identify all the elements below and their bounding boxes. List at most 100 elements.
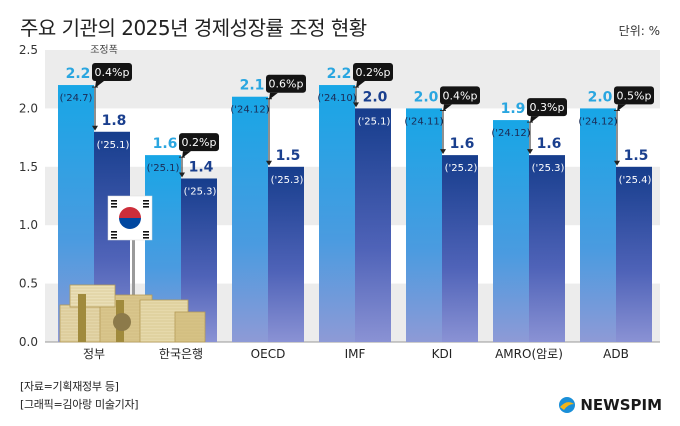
category-label: 한국은행: [159, 346, 203, 361]
bar-current: [442, 155, 478, 342]
y-tick-label: 2.0: [19, 101, 38, 115]
bar-current: [616, 166, 652, 342]
adjustment-value: 0.5%p: [617, 89, 652, 102]
value-label-current: 1.5: [624, 148, 649, 164]
value-label-current: 1.6: [537, 136, 562, 152]
flag-trigram: [111, 237, 117, 239]
category-label: KDI: [432, 347, 453, 361]
date-label-previous: ('25.1): [147, 163, 180, 174]
value-label-previous: 2.2: [327, 66, 352, 82]
date-label-current: ('25.4): [619, 175, 652, 186]
date-label-previous: ('24.11): [404, 116, 443, 127]
bar-previous: [406, 108, 442, 343]
date-label-current: ('25.3): [271, 175, 304, 186]
y-tick-label: 1.0: [19, 218, 38, 232]
value-label-previous: 2.2: [66, 66, 91, 82]
bar-previous: [493, 120, 529, 342]
adjustment-callout: [353, 63, 393, 82]
money-band: [78, 294, 86, 342]
flag-trigram: [111, 206, 117, 208]
value-label-previous: 2.0: [588, 89, 613, 105]
value-label-previous: 1.9: [501, 101, 526, 117]
flag-trigram: [143, 237, 149, 239]
credit-note: [그래픽=김아랑 미술기자]: [20, 398, 139, 411]
flag-taeguk-red: [119, 207, 141, 218]
y-tick-label: 2.5: [19, 43, 38, 57]
flag-pole: [132, 196, 135, 301]
unit-label: 단위: %: [618, 24, 660, 38]
adjustment-callout-tail: [530, 116, 539, 124]
category-label: AMRO(암로): [495, 347, 563, 361]
value-label-current: 1.8: [102, 113, 127, 129]
adjustment-callout-tail: [617, 104, 626, 112]
adjustment-arrowhead: [614, 160, 620, 166]
category-label: OECD: [251, 347, 286, 361]
adjustment-callout: [614, 86, 654, 105]
date-label-current: ('25.3): [532, 163, 565, 174]
y-tick-label: 0.5: [19, 277, 38, 291]
brand-logo: NEWSPIM: [558, 396, 662, 414]
adjustment-callout-tail: [443, 104, 452, 112]
date-label-current: ('25.2): [445, 163, 478, 174]
adjustment-arrowhead: [527, 149, 533, 155]
flag-trigram: [143, 231, 149, 233]
value-label-previous: 2.1: [240, 78, 265, 94]
date-label-previous: ('24.12): [230, 105, 269, 116]
adjustment-callout-tail: [182, 151, 191, 159]
bar-previous: [319, 85, 355, 342]
adjustment-callout-tail: [95, 81, 104, 89]
y-tick-label: 1.5: [19, 160, 38, 174]
adjustment-arrowhead: [92, 125, 98, 131]
value-label-current: 1.4: [189, 159, 214, 175]
date-label-previous: ('24.7): [60, 93, 93, 104]
category-label: 정부: [83, 347, 105, 361]
brand-name: NEWSPIM: [580, 396, 662, 414]
adjustment-callout: [266, 74, 306, 93]
flag-trigram: [143, 200, 149, 202]
date-label-previous: ('24.10): [317, 93, 356, 104]
date-label-current: ('25.3): [184, 186, 217, 197]
adjustment-callout: [179, 133, 219, 152]
flag-trigram: [111, 231, 117, 233]
flag-trigram: [111, 203, 117, 205]
adjustment-value: 0.2%p: [182, 136, 217, 149]
bar-current: [529, 155, 565, 342]
category-label: ADB: [603, 347, 629, 361]
adjustment-value: 0.3%p: [530, 101, 565, 114]
adjustment-value: 0.6%p: [269, 78, 304, 91]
page-title: 주요 기관의 2025년 경제성장률 조정 현황: [20, 16, 367, 40]
value-label-current: 2.0: [363, 89, 388, 105]
money-stack: [69, 284, 116, 308]
date-label-current: ('25.1): [358, 116, 391, 127]
adjustment-value: 0.4%p: [95, 66, 130, 79]
adjustment-callout-tail: [356, 81, 365, 89]
value-label-previous: 2.0: [414, 89, 439, 105]
flag-trigram: [143, 206, 149, 208]
date-label-previous: ('24.12): [491, 128, 530, 139]
adjustment-callout: [527, 98, 567, 117]
flag-taeguk-blue: [119, 218, 141, 229]
value-label-previous: 1.6: [153, 136, 178, 152]
flag-trigram: [111, 200, 117, 202]
y-tick-label: 0.0: [19, 335, 38, 349]
source-note: [자료=기획재정부 등]: [20, 380, 119, 393]
adjustment-legend-label: 조정폭: [90, 44, 118, 56]
adjustment-arrowhead: [179, 172, 185, 178]
adjustment-callout: [440, 86, 480, 105]
bar-previous: [580, 108, 616, 343]
date-label-current: ('25.1): [97, 140, 130, 151]
newspim-logo-icon: [559, 397, 576, 413]
category-label: IMF: [345, 347, 366, 361]
adjustment-value: 0.4%p: [443, 89, 478, 102]
adjustment-callout: [92, 63, 132, 82]
adjustment-arrowhead: [440, 149, 446, 155]
flag-trigram: [111, 234, 117, 236]
date-label-previous: ('24.12): [578, 116, 617, 127]
money-portrait: [113, 313, 131, 331]
flag-money-illustration: [59, 195, 206, 343]
adjustment-arrowhead: [353, 102, 359, 108]
flag-trigram: [143, 234, 149, 236]
bar-previous: [232, 96, 268, 342]
